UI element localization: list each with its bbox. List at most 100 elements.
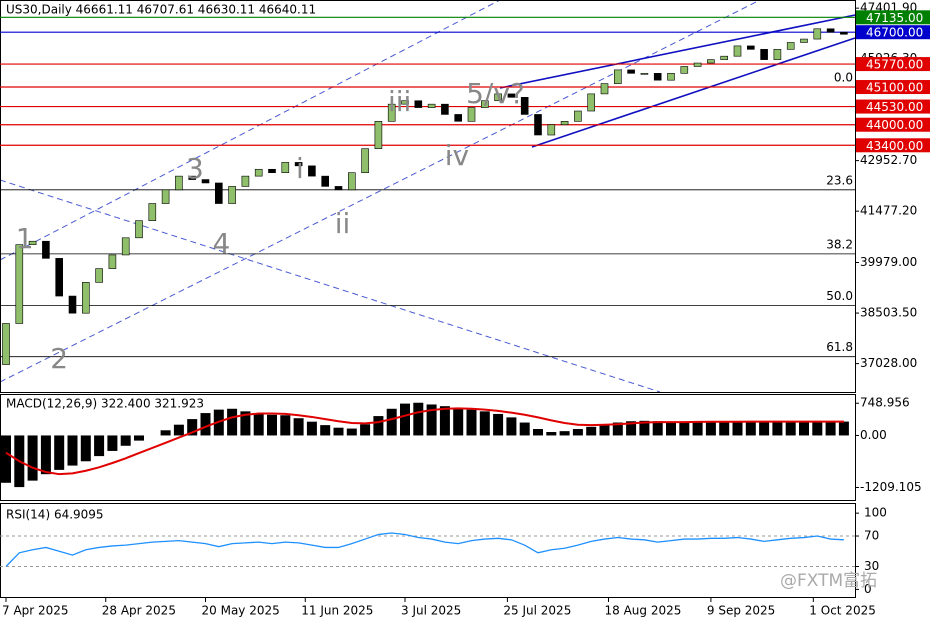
- wave-label: 2: [50, 342, 68, 375]
- channel-line: [0, 0, 761, 383]
- rsi-line: [5, 532, 844, 567]
- candle: [773, 49, 782, 60]
- macd-bar: [80, 435, 91, 462]
- macd-bar: [426, 404, 437, 436]
- macd-signal: [5, 407, 844, 476]
- level-tag: [856, 80, 930, 95]
- macd-bar: [479, 411, 490, 436]
- macd-bar: [732, 421, 743, 436]
- candle: [374, 121, 383, 150]
- macd-bar: [705, 421, 716, 436]
- candle: [347, 172, 356, 191]
- candle: [640, 73, 649, 75]
- candle: [547, 124, 556, 136]
- macd-bar: [666, 421, 676, 436]
- macd-panel: [0, 394, 856, 501]
- candle: [68, 295, 77, 314]
- candle: [308, 165, 316, 177]
- level-tag: [856, 99, 930, 114]
- macd-bar: [506, 417, 517, 436]
- level-label: 46700.00: [866, 26, 923, 40]
- macd-bar: [227, 408, 238, 436]
- watermark: @FXTM富拓: [780, 571, 877, 591]
- macd-bar: [838, 421, 849, 436]
- candle: [228, 186, 236, 204]
- y-tick-label: 70: [864, 529, 879, 543]
- macd-bar: [360, 424, 371, 436]
- macd-bar: [240, 411, 251, 436]
- level-label: 45100.00: [866, 81, 923, 95]
- level-tag: [856, 57, 930, 72]
- x-tick-label: 20 May 2025: [202, 604, 280, 618]
- candle: [520, 97, 529, 115]
- macd-bar: [533, 428, 543, 436]
- fib-label: 0.0: [834, 71, 853, 85]
- level-label: 45770.00: [866, 58, 923, 72]
- x-tick-label: 28 Apr 2025: [102, 604, 176, 618]
- candle: [587, 93, 596, 112]
- level-label: 43400.00: [866, 139, 923, 153]
- candle: [613, 69, 622, 84]
- candle: [321, 175, 330, 187]
- macd-bar: [599, 424, 610, 436]
- macd-bar: [200, 413, 211, 436]
- level-tag: [856, 117, 930, 132]
- wave-label: 1: [16, 222, 34, 255]
- fib-label: 50.0: [826, 289, 853, 303]
- macd-bar: [373, 416, 384, 436]
- macd-label: MACD(12,26,9) 322.400 321.923: [6, 397, 204, 411]
- wave-label: iii: [388, 85, 411, 118]
- macd-bar: [267, 414, 277, 436]
- candle: [268, 168, 276, 173]
- main-panel: [0, 0, 856, 393]
- candle: [707, 59, 715, 64]
- macd-bar: [719, 421, 730, 436]
- macd-bar: [333, 427, 344, 436]
- rsi-label: RSI(14) 64.9095: [6, 508, 104, 522]
- macd-bar: [400, 403, 410, 436]
- candle: [281, 162, 290, 173]
- fib-label: 23.6: [826, 173, 853, 187]
- fib-label: 61.8: [826, 340, 853, 354]
- wedge-line: [531, 37, 856, 148]
- candle: [108, 254, 117, 269]
- macd-bar: [120, 435, 131, 446]
- rsi-panel: [0, 503, 856, 598]
- y-tick-label: 38503.50: [860, 306, 917, 320]
- candle: [188, 175, 196, 180]
- macd-bar: [572, 428, 583, 436]
- x-tick-label: 7 Apr 2025: [2, 604, 69, 618]
- x-tick-label: 3 Jul 2025: [401, 604, 461, 618]
- candle: [15, 244, 24, 324]
- candle: [480, 100, 489, 108]
- candle: [334, 186, 343, 191]
- macd-bar: [466, 409, 477, 436]
- level-tag: [856, 10, 930, 25]
- candle: [2, 323, 10, 365]
- candle: [746, 45, 755, 50]
- macd-bar: [173, 424, 184, 436]
- candle: [387, 103, 396, 122]
- y-tick-label: 748.956: [860, 396, 910, 410]
- candle: [800, 38, 808, 43]
- candle: [627, 69, 635, 74]
- macd-bar: [812, 421, 823, 436]
- wave-label: iv: [445, 139, 469, 172]
- candle: [760, 49, 768, 60]
- x-tick-label: 11 Jun 2025: [301, 604, 373, 618]
- macd-bar: [107, 435, 118, 451]
- macd-bar: [306, 421, 317, 436]
- candle: [241, 175, 250, 187]
- candle: [42, 240, 50, 259]
- macd-bar: [40, 435, 51, 475]
- x-tick-label: 25 Jul 2025: [503, 604, 571, 618]
- macd-bar: [187, 419, 198, 436]
- candle: [95, 268, 103, 283]
- candle: [534, 114, 542, 136]
- candle: [55, 258, 64, 297]
- macd-bar: [799, 421, 809, 436]
- y-tick-label: 39979.00: [860, 255, 917, 269]
- candle: [294, 162, 303, 167]
- borders: [0, 0, 856, 598]
- x-tick-label: 18 Aug 2025: [604, 604, 681, 618]
